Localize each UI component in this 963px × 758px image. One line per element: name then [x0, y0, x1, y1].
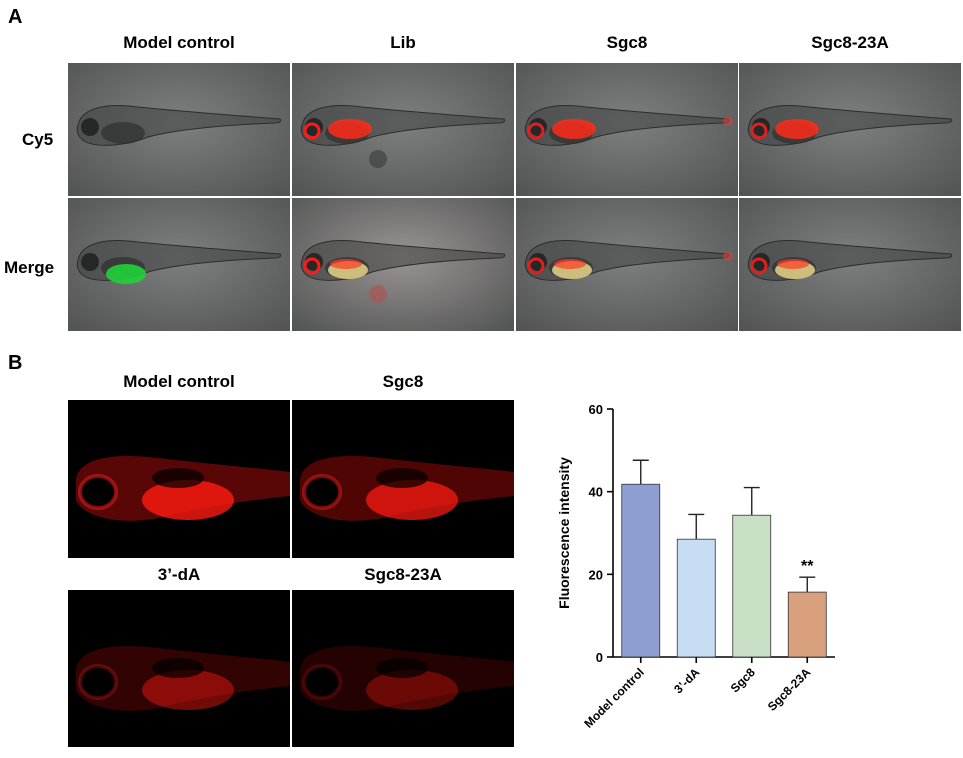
fluorescence-micrograph: [292, 400, 514, 558]
col-head-sgc8-23a: Sgc8-23A: [811, 33, 889, 52]
bar: [732, 514, 772, 658]
bar: [787, 591, 827, 658]
panel-a-letter: A: [8, 6, 23, 28]
zebrafish-micrograph: [516, 63, 738, 196]
b-label-sgc8: Sgc8: [382, 372, 424, 391]
zebrafish-micrograph: [739, 63, 961, 196]
bar: [621, 483, 661, 658]
x-tick-label: Sgc8: [728, 665, 758, 695]
col-head-lib: Lib: [390, 33, 416, 52]
zebrafish-micrograph: [68, 63, 290, 196]
col-head-sgc8: Sgc8: [606, 33, 648, 52]
y-tick-label: 40: [589, 485, 603, 500]
fluorescence-micrograph: [68, 400, 290, 558]
zebrafish-micrograph: [68, 198, 290, 331]
y-tick-label: 60: [589, 402, 603, 417]
x-tick-label: Sgc8-23A: [765, 665, 814, 714]
zebrafish-micrograph: [292, 63, 514, 196]
panel-b-letter: B: [8, 352, 23, 374]
zebrafish-micrograph: [739, 198, 961, 331]
fluorescence-micrograph: [292, 590, 514, 747]
bar: [676, 538, 716, 658]
fluorescence-micrograph: [68, 590, 290, 747]
y-axis-label: Fluorescence intensity: [556, 457, 572, 609]
significance-annotation: **: [801, 558, 814, 575]
x-tick-label: Model control: [581, 665, 647, 731]
chart-svg: 0 20 40 60 Fluorescence intensity Model contr…: [556, 402, 835, 731]
fluorescence-bar-chart: 0 20 40 60 Fluorescence intensity Model contr…: [545, 395, 945, 753]
zebrafish-micrograph: [292, 198, 514, 331]
row-label-merge: Merge: [4, 258, 55, 277]
x-tick-label: 3’-dA: [671, 665, 702, 696]
y-tick-label: 0: [596, 650, 603, 665]
y-tick-label: 20: [589, 567, 603, 582]
row-label-cy5: Cy5: [22, 130, 54, 149]
b-label-model-control: Model control: [123, 372, 235, 391]
b-label-sgc8-23a: Sgc8-23A: [364, 565, 442, 584]
col-head-model-control: Model control: [123, 33, 235, 52]
zebrafish-micrograph: [516, 198, 738, 331]
b-label-3da: 3’-dA: [157, 565, 201, 584]
